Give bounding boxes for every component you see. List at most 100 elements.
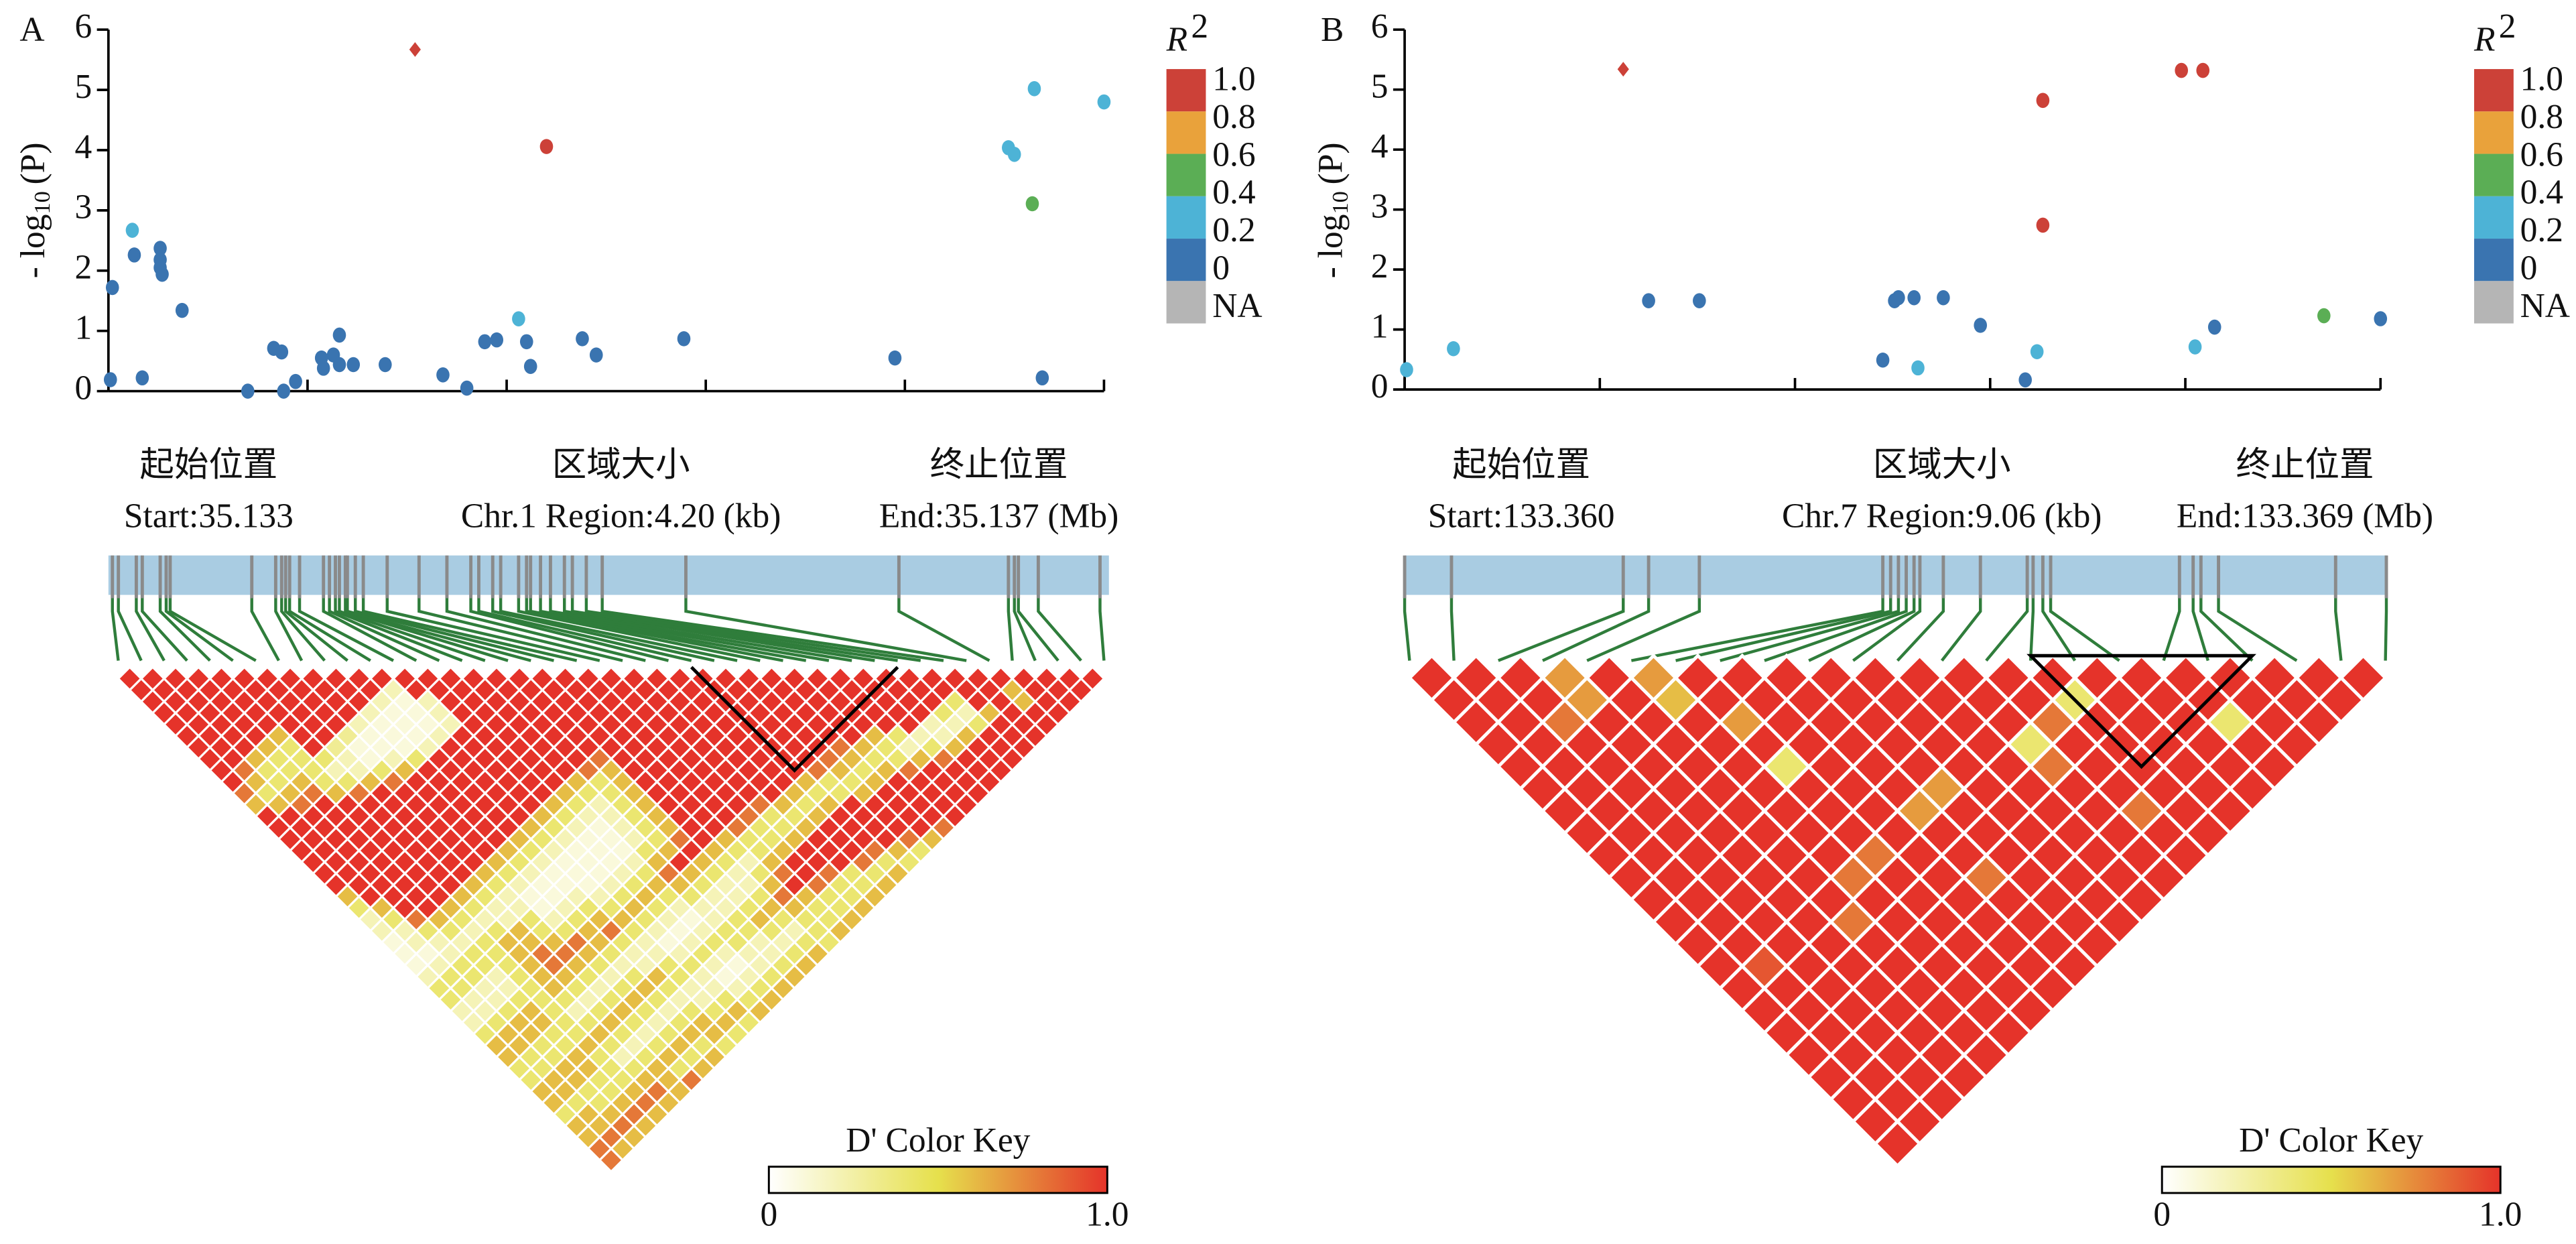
snp-connector	[1017, 598, 1059, 662]
snp-connector	[344, 598, 509, 662]
legend-label: 0.2	[2520, 211, 2563, 249]
snp-point	[1693, 293, 1706, 308]
snp-connector	[1808, 598, 1916, 662]
snp-connector	[287, 598, 371, 662]
snp-connector	[1450, 598, 1456, 661]
snp-connector	[549, 598, 852, 662]
snp-point	[523, 359, 537, 374]
legend-title: R	[1166, 21, 1187, 59]
snp-connector	[1852, 598, 1922, 662]
snp-connector	[111, 598, 120, 661]
panel-letter: B	[1321, 11, 1344, 49]
y-tick-label: 6	[1371, 7, 1389, 46]
snp-connector	[354, 598, 554, 662]
snp-point	[589, 347, 603, 363]
legend-label: 1.0	[1212, 60, 1255, 98]
snp-point	[2018, 372, 2033, 388]
snp-point	[2036, 92, 2050, 109]
legend-label: 0.6	[1212, 135, 1255, 174]
ld-block	[690, 666, 899, 773]
snp-connector	[361, 598, 578, 662]
snp-point	[2374, 311, 2388, 326]
snp-connector	[1013, 598, 1037, 662]
snp-point	[2317, 308, 2331, 324]
legend-swatch	[1166, 281, 1206, 324]
snp-connector	[2199, 598, 2254, 662]
snp-point	[1892, 290, 1905, 306]
legend-title-sup: 2	[2499, 7, 2516, 46]
snp-point	[1911, 360, 1925, 376]
snp-point	[2175, 62, 2189, 78]
region-label-cn: 终止位置	[2236, 446, 2374, 485]
snp-point	[1974, 318, 1988, 333]
snp-point	[1400, 362, 1413, 377]
legend-label: 0.6	[2520, 135, 2563, 174]
y-tick-label: 0	[1371, 367, 1389, 406]
snp-connector	[1586, 598, 1701, 662]
colorkey-title: D' Color Key	[846, 1121, 1030, 1160]
snp-connector	[328, 598, 440, 662]
snp-point	[576, 331, 589, 347]
snp-connector	[491, 598, 715, 662]
snp-connector	[1675, 598, 1892, 662]
snp-connector	[164, 598, 234, 662]
snp-point	[1025, 196, 1039, 212]
region-bar	[1405, 555, 2388, 595]
snp-point	[275, 344, 289, 360]
snp-point	[1097, 94, 1111, 110]
snp-connector	[1720, 598, 1901, 662]
y-axis-label-part: (P)	[1311, 142, 1350, 184]
snp-point	[2188, 339, 2202, 355]
y-tick-label: 4	[1371, 127, 1389, 166]
snp-point	[2036, 217, 2050, 233]
snp-point	[127, 247, 141, 263]
snp-point	[677, 331, 691, 347]
snp-connector	[600, 598, 944, 662]
ld-cell	[1872, 1119, 1923, 1168]
snp-point	[1642, 293, 1655, 308]
y-axis-label-part: - log	[1311, 214, 1350, 279]
snp-connector	[334, 598, 463, 662]
y-tick-label: 1	[75, 308, 92, 347]
y-tick-label: 2	[1371, 247, 1389, 286]
region-label-en: End:133.369 (Mb)	[2177, 497, 2433, 536]
y-tick-label: 5	[75, 68, 92, 106]
snp-connector	[2191, 598, 2209, 662]
colorkey-title: D' Color Key	[2239, 1121, 2423, 1160]
snp-connector	[1542, 598, 1651, 662]
snp-connector	[517, 598, 761, 662]
snp-point	[539, 139, 554, 154]
snp-connector	[1098, 598, 1106, 661]
snp-point	[2196, 62, 2210, 78]
snp-point	[289, 373, 302, 389]
legend-label: 0.8	[2520, 98, 2563, 136]
y-tick-label: 2	[75, 249, 92, 287]
snp-connector	[417, 598, 623, 662]
snp-connector	[2162, 598, 2181, 662]
snp-connector	[570, 598, 898, 662]
snp-connector	[2041, 598, 2077, 662]
y-axis-label-part: 10	[1328, 191, 1353, 214]
snp-connector	[445, 598, 646, 662]
snp-point	[378, 357, 392, 373]
colorkey-tick-label: 1.0	[1086, 1195, 1129, 1233]
legend-swatch	[1166, 239, 1206, 282]
legend-label: 0.4	[1212, 174, 1255, 212]
colorkey-bar	[2161, 1166, 2502, 1194]
colorkey-tick-label: 0	[760, 1195, 777, 1233]
panel-letter: A	[19, 11, 44, 49]
region-label-en: Start:133.360	[1428, 497, 1615, 536]
y-axis-label-part: - log	[14, 214, 52, 279]
legend-label: 0	[2520, 249, 2538, 287]
y-tick-label: 5	[1371, 68, 1389, 106]
region-label-cn: 起始位置	[1452, 446, 1590, 485]
snp-point	[155, 266, 169, 282]
ld-cell	[598, 1147, 625, 1174]
snp-connector	[897, 598, 990, 662]
region-label-en: Chr.7 Region:9.06 (kb)	[1782, 497, 2102, 536]
snp-point	[241, 383, 255, 399]
snp-point	[460, 380, 474, 396]
legend-swatch	[2474, 281, 2514, 324]
snp-connector	[250, 598, 280, 662]
